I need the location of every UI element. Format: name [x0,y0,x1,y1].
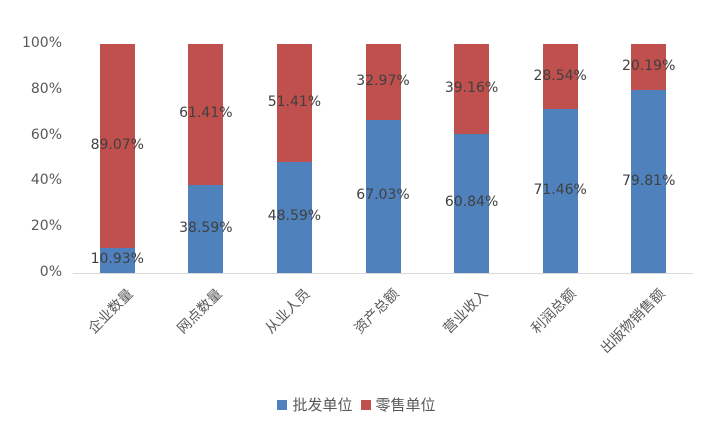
data-label: 71.46% [533,182,587,199]
data-label: 10.93% [90,251,144,268]
bar-4 [454,44,490,273]
bar-segment-wholesale [276,161,312,273]
legend-item-retail: 零售单位 [360,394,436,415]
data-label: 60.84% [444,194,499,211]
bar-5 [542,44,578,273]
legend-label-wholesale: 批发单位 [292,396,353,414]
y-tick-label: 60% [30,126,62,143]
data-label: 28.54% [533,67,587,84]
bar-segment-wholesale [99,247,135,273]
bar-2 [276,44,312,273]
bar-3 [365,44,401,273]
bar-segment-retail [188,44,224,185]
x-tick-label: 企业数量 [85,286,137,338]
bar-segment-retail [631,44,667,91]
bar-segment-wholesale [631,90,667,273]
y-tick-label: 40% [30,172,62,189]
bar-segment-retail [542,44,578,110]
bar-segment-wholesale [454,133,490,273]
x-tick-label: 资产总额 [351,286,403,338]
x-axis-line [73,273,693,274]
bar-segment-retail [276,44,312,162]
bar-segment-retail [99,44,135,248]
legend-item-wholesale: 批发单位 [277,394,353,415]
bar-6 [631,44,667,273]
data-label: 79.81% [622,172,676,189]
bar-segment-wholesale [365,119,401,273]
data-label: 32.97% [356,72,410,89]
x-tick-label: 营业收入 [440,286,492,338]
data-label: 89.07% [90,136,144,153]
x-tick-label: 网点数量 [174,286,226,338]
data-label: 67.03% [356,187,410,204]
y-tick-label: 80% [30,80,62,97]
x-tick-label: 从业人员 [262,286,314,338]
x-tick-label: 出版物销售额 [597,286,669,357]
data-label: 38.59% [179,219,233,236]
bar-segment-retail [454,44,490,134]
data-label: 39.16% [444,79,499,96]
data-label: 61.41% [179,105,233,122]
bar-segment-retail [365,44,401,120]
y-tick-label: 100% [21,35,62,51]
bar-segment-wholesale [188,184,224,273]
legend-swatch-wholesale [277,399,288,410]
data-label: 48.59% [267,208,322,225]
legend: 批发单位 零售单位 [0,394,713,415]
y-tick-label: 0% [39,264,62,280]
bar-segment-wholesale [542,109,578,273]
data-label: 51.41% [267,93,322,110]
bar-1 [188,44,224,273]
y-tick-label: 20% [30,218,62,235]
data-label: 20.19% [622,58,676,75]
bar-0 [99,44,135,273]
legend-label-retail: 零售单位 [375,396,436,414]
legend-swatch-retail [360,399,371,410]
x-tick-label: 利润总额 [528,286,580,338]
